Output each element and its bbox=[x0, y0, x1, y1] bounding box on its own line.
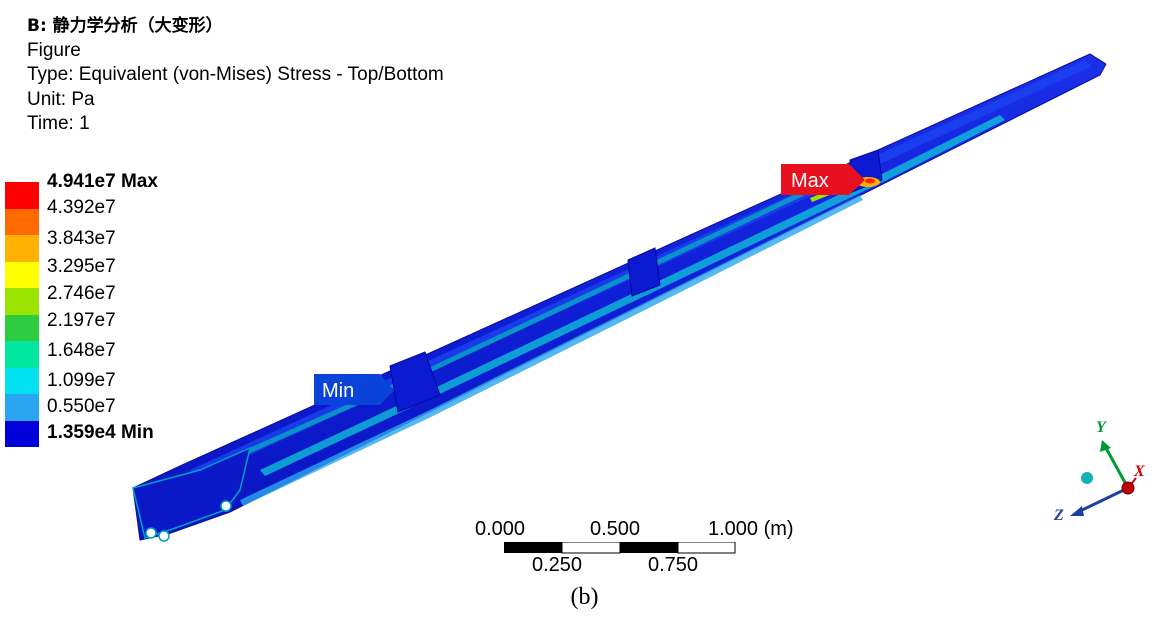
max-tag[interactable]: Max bbox=[781, 164, 867, 196]
stress-contour-band bbox=[240, 195, 863, 506]
result-unit: Unit: Pa bbox=[27, 88, 95, 110]
beam-joint bbox=[627, 247, 661, 297]
min-tag-label: Min bbox=[322, 380, 354, 402]
z-axis-arrowhead bbox=[1070, 506, 1084, 516]
mount-hole bbox=[145, 527, 157, 539]
legend-swatch bbox=[5, 314, 39, 341]
scale-label-0: 0.000 bbox=[475, 518, 526, 540]
legend-swatch bbox=[5, 261, 39, 288]
view-sphere-icon[interactable] bbox=[1081, 472, 1093, 484]
mount-hole bbox=[220, 500, 232, 512]
scale-label-0250: 0.250 bbox=[532, 554, 583, 576]
legend-label: 4.392e7 bbox=[47, 197, 116, 218]
result-header: B: 静力学分析（大变形） Figure Type: Equivalent (v… bbox=[27, 14, 444, 137]
legend-label: 3.295e7 bbox=[47, 256, 116, 277]
coordinate-triad[interactable]: Y Z X bbox=[1040, 410, 1150, 525]
legend-label: 0.550e7 bbox=[47, 396, 116, 417]
z-axis-label: Z bbox=[1053, 507, 1064, 524]
mount-hole bbox=[158, 530, 170, 542]
legend-swatch bbox=[5, 367, 39, 394]
figure-caption: (b) bbox=[570, 584, 599, 610]
legend-swatch bbox=[5, 341, 39, 368]
analysis-title: B: 静力学分析（大变形） bbox=[27, 16, 223, 36]
scale-label-0500: 0.500 bbox=[590, 518, 641, 540]
legend-label: 1.099e7 bbox=[47, 370, 116, 391]
legend-swatch bbox=[5, 182, 39, 209]
z-axis-arrow bbox=[1077, 486, 1129, 514]
legend-label: 2.197e7 bbox=[47, 310, 116, 331]
legend-label: 2.746e7 bbox=[47, 283, 116, 304]
legend-swatch bbox=[5, 394, 39, 421]
legend-label: 1.359e4 Min bbox=[47, 422, 154, 443]
triad-origin bbox=[1121, 481, 1135, 495]
legend-swatch bbox=[5, 420, 39, 447]
y-axis-label: Y bbox=[1096, 419, 1107, 436]
min-tag[interactable]: Min bbox=[314, 374, 396, 406]
result-time: Time: 1 bbox=[27, 113, 90, 134]
y-axis-arrow bbox=[1104, 447, 1130, 489]
legend-label: 1.648e7 bbox=[47, 340, 116, 361]
figure-label: Figure bbox=[27, 39, 81, 61]
scale-label-0750: 0.750 bbox=[648, 554, 699, 576]
legend-label: 3.843e7 bbox=[47, 228, 116, 249]
x-axis-label: X bbox=[1133, 463, 1145, 480]
max-stress-hotspot-core bbox=[865, 178, 875, 184]
beam-joint bbox=[389, 351, 441, 413]
legend-label: 4.941e7 Max bbox=[47, 171, 158, 192]
result-type: Type: Equivalent (von-Mises) Stress - To… bbox=[27, 64, 444, 85]
scale-label-1000: 1.000 (m) bbox=[708, 518, 794, 540]
legend-swatch bbox=[5, 288, 39, 315]
legend-swatch bbox=[5, 208, 39, 235]
legend-swatch bbox=[5, 235, 39, 262]
scale-bar-graphic bbox=[504, 542, 736, 554]
y-axis-arrowhead bbox=[1100, 440, 1111, 452]
max-tag-label: Max bbox=[791, 170, 829, 192]
